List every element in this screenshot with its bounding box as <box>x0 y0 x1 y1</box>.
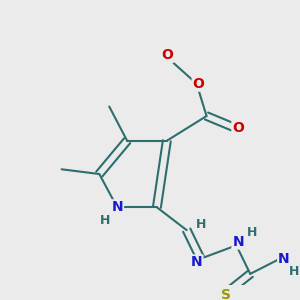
Text: O: O <box>232 122 244 135</box>
Text: S: S <box>221 288 231 300</box>
Text: H: H <box>247 226 257 238</box>
Text: N: N <box>232 235 244 249</box>
Text: N: N <box>191 256 203 269</box>
Text: H: H <box>195 218 206 231</box>
Text: O: O <box>161 48 173 62</box>
Text: N: N <box>278 252 290 266</box>
Text: N: N <box>111 200 123 214</box>
Text: O: O <box>193 77 205 91</box>
Text: H: H <box>289 266 299 278</box>
Text: H: H <box>100 214 110 227</box>
